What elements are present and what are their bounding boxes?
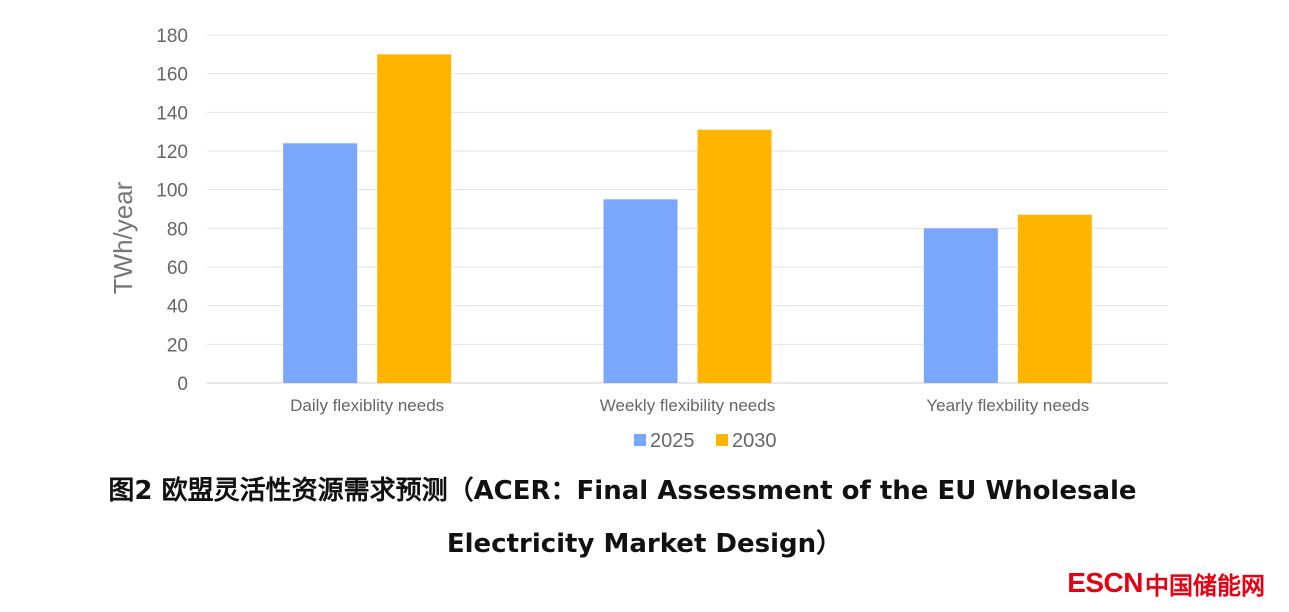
x-tick-label: Daily flexiblity needs xyxy=(290,396,444,415)
logo-en-text: ESCN xyxy=(1067,567,1143,598)
figure-caption-line-1: 图2 欧盟灵活性资源需求预测（ACER：Final Assessment of … xyxy=(108,476,1137,506)
y-tick-label: 120 xyxy=(156,142,188,163)
legend-swatch-2025 xyxy=(634,434,646,446)
legend: 2025 2030 xyxy=(634,430,777,452)
y-tick-label: 180 xyxy=(156,26,188,47)
legend-label-2025: 2025 xyxy=(650,430,695,452)
bar-2030-2 xyxy=(697,129,772,383)
y-tick-label: 80 xyxy=(167,219,188,240)
bar-2025-1 xyxy=(283,143,358,383)
y-tick-label: 40 xyxy=(167,297,188,318)
y-tick-label: 0 xyxy=(177,374,188,395)
y-tick-label: 20 xyxy=(167,335,188,356)
gridlines xyxy=(207,34,1168,384)
y-tick-label: 160 xyxy=(156,65,188,86)
y-tick-label: 100 xyxy=(156,181,188,202)
x-tick-label: Yearly flexbility needs xyxy=(926,396,1089,415)
x-tick-label: Weekly flexibility needs xyxy=(600,396,775,415)
logo-cn-text: 中国储能网 xyxy=(1145,571,1265,600)
bar-2025-2 xyxy=(603,199,678,383)
bars xyxy=(283,54,1092,383)
y-tick-label: 60 xyxy=(167,258,188,279)
y-axis-label: TWh/year xyxy=(108,181,138,294)
escn-logo: ESCN 中国储能网 xyxy=(1067,566,1265,600)
x-axis-ticks: Daily flexiblity needs Weekly flexibility… xyxy=(290,396,1089,415)
bar-2030-1 xyxy=(377,54,452,383)
legend-swatch-2030 xyxy=(716,434,728,446)
bar-2030-3 xyxy=(1017,214,1092,383)
y-tick-label: 140 xyxy=(156,103,188,124)
bar-2025-3 xyxy=(923,228,998,383)
figure-caption-line-2: Electricity Market Design） xyxy=(446,529,843,559)
legend-label-2030: 2030 xyxy=(732,430,777,452)
bar-chart: 0 20 40 60 80 100 120 140 160 180 Daily flexiblit… xyxy=(108,26,1168,452)
y-axis-ticks: 0 20 40 60 80 100 120 140 160 180 xyxy=(156,26,188,395)
